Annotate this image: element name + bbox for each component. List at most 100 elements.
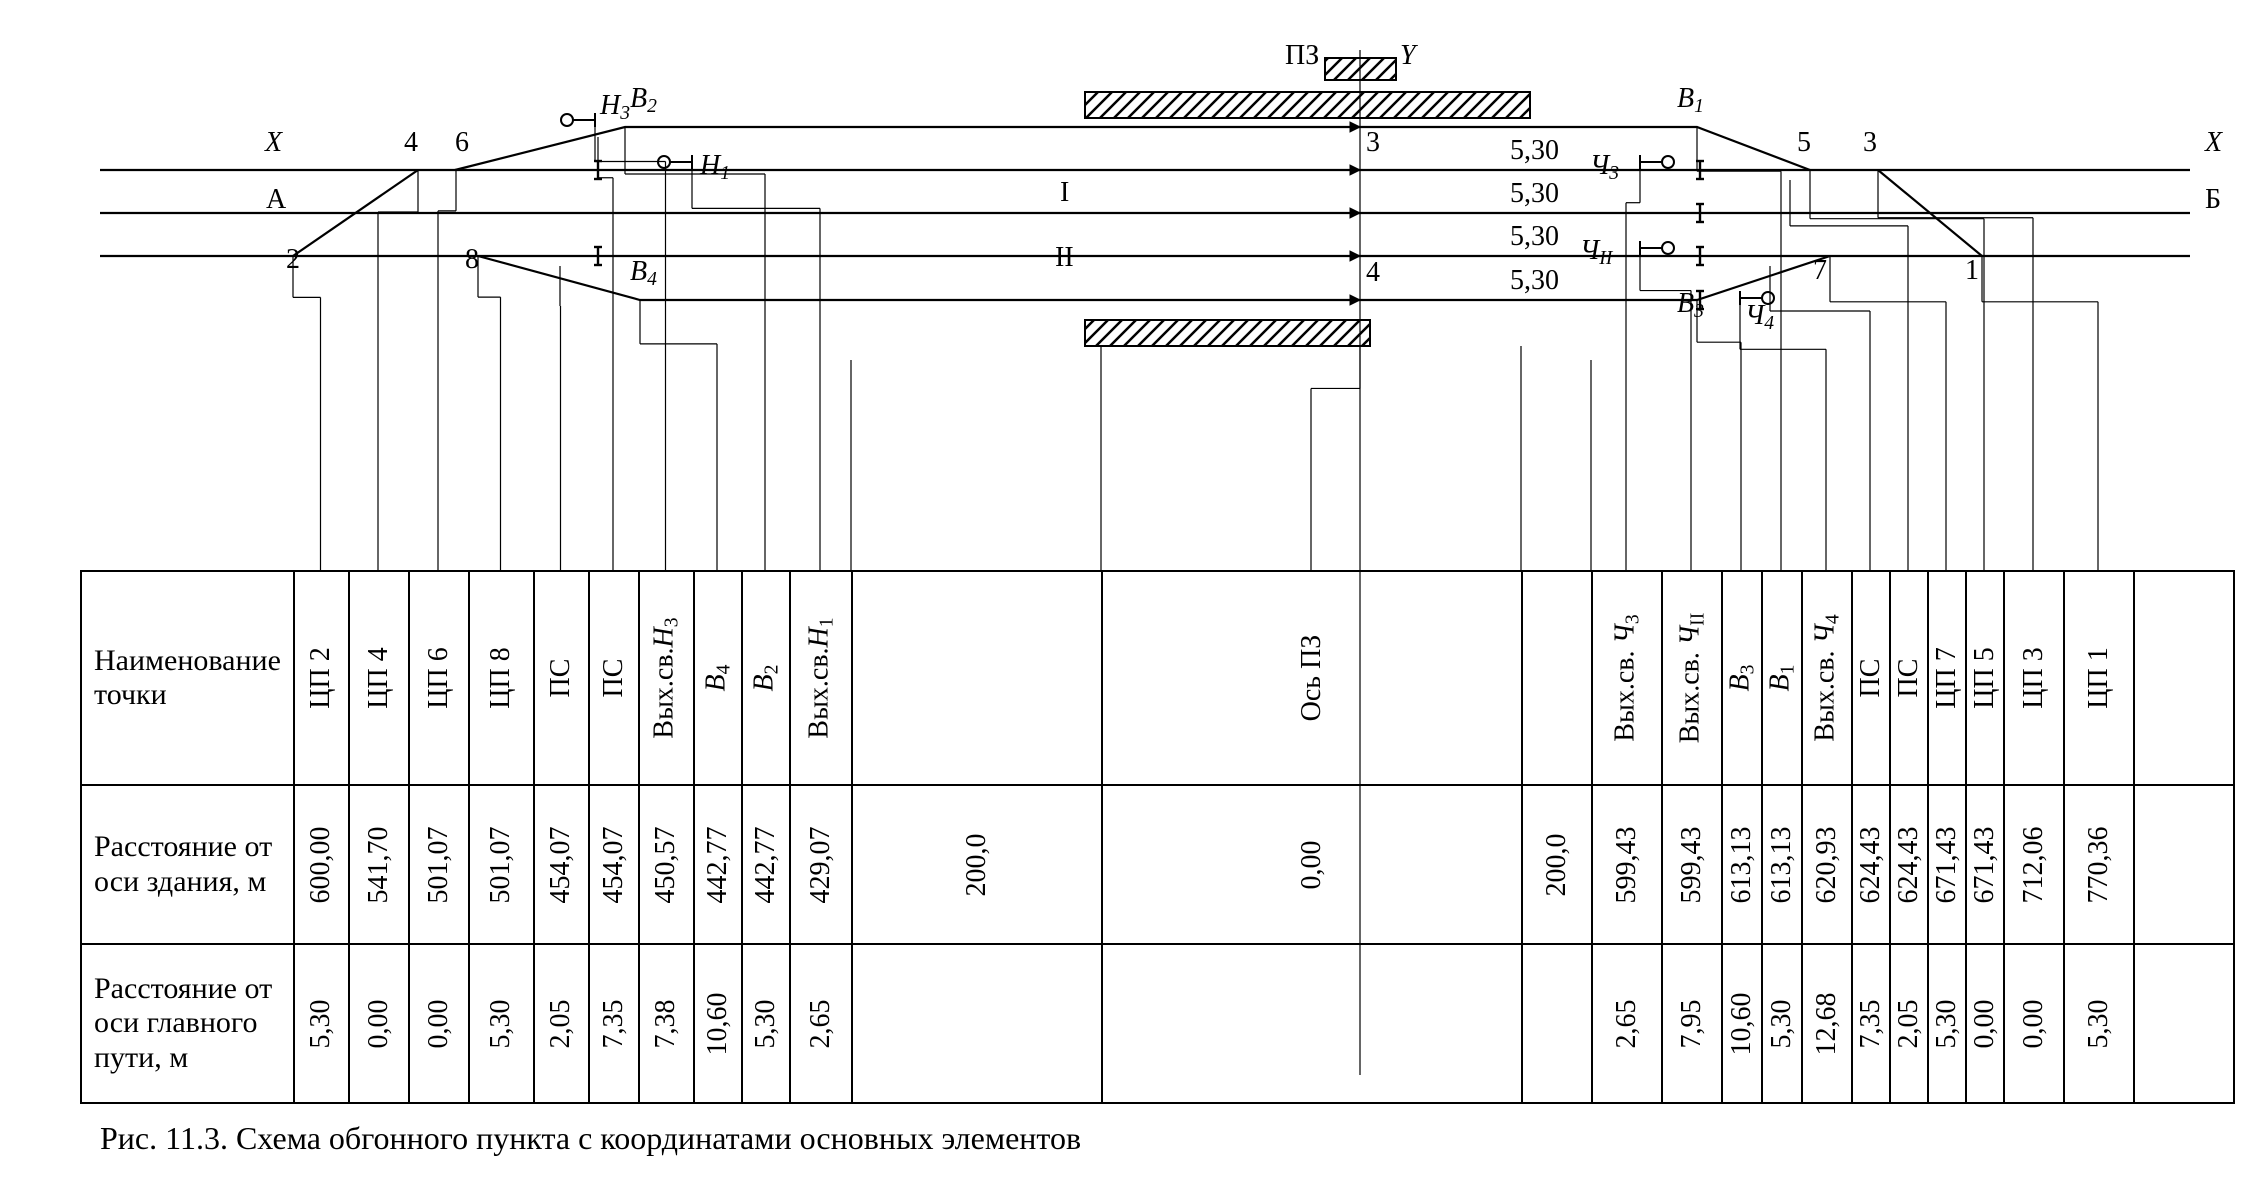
figure-caption: Рис. 11.3. Схема обгонного пункта с коор… — [100, 1120, 1081, 1157]
signal-label-ChII: ЧII — [1580, 235, 1612, 270]
cell-r200-d_t — [1522, 944, 1592, 1103]
switch-num-2-0: 2 — [286, 244, 300, 276]
cell-axis-name: Ось ПЗ — [1102, 571, 1522, 785]
cell-b4-name: B4 — [694, 571, 742, 785]
cell-vch3-d_t: 2,65 — [1592, 944, 1662, 1103]
signal-label-Ch4: Ч4 — [1745, 300, 1774, 335]
cell-cp4-name: ЦП 4 — [349, 571, 409, 785]
cell-b2-d_t: 5,30 — [742, 944, 790, 1103]
switch-num-8-3: 8 — [465, 244, 479, 276]
cell-b4-d_t: 10,60 — [694, 944, 742, 1103]
cell-b3-d_b: 613,13 — [1722, 785, 1762, 944]
row-header: Расстояние от оси здания, м — [81, 785, 294, 944]
spacing-530-1: 5,30 — [1510, 178, 1559, 210]
switch-num-5-6: 5 — [1797, 127, 1811, 159]
axis-label-X-left: X — [265, 127, 282, 159]
cell-b4-d_b: 442,77 — [694, 785, 742, 944]
switch-num-3-4: 3 — [1366, 127, 1380, 159]
cell-b1-d_b: 613,13 — [1762, 785, 1802, 944]
row-header: Расстояние от оси главного пути, м — [81, 944, 294, 1103]
cell-vch3-d_b: 599,43 — [1592, 785, 1662, 944]
track-label-I: I — [1060, 177, 1069, 209]
cell-vh3-d_t: 7,38 — [639, 944, 694, 1103]
cell-cp8-name: ЦП 8 — [469, 571, 534, 785]
cell-cp2-d_t: 5,30 — [294, 944, 349, 1103]
cell-ps3-d_b: 624,43 — [1852, 785, 1890, 944]
cell-ps1-name: ПС — [534, 571, 589, 785]
cell-cp6-d_b: 501,07 — [409, 785, 469, 944]
cell-cp5-name: ЦП 5 — [1966, 571, 2004, 785]
cell-ps2-d_t: 7,35 — [589, 944, 639, 1103]
axis-label-X-right: X — [2205, 127, 2222, 159]
cell-vh1-d_t: 2,65 — [790, 944, 852, 1103]
switch-num-4-5: 4 — [1366, 257, 1380, 289]
cell-vch2-name: Вых.св. ЧII — [1662, 571, 1722, 785]
cell-ps3-name: ПС — [1852, 571, 1890, 785]
spacing-530-3: 5,30 — [1510, 265, 1559, 297]
cell-l200-d_t — [852, 944, 1102, 1103]
track-label-II: II — [1055, 242, 1074, 274]
cell-cp2-name: ЦП 2 — [294, 571, 349, 785]
cell-b1-d_t: 5,30 — [1762, 944, 1802, 1103]
row-header: Наименование точки — [81, 571, 294, 785]
pz-label: ПЗ — [1285, 40, 1319, 72]
cell-vch4-name: Вых.св. Ч4 — [1802, 571, 1852, 785]
switch-num-3-7: 3 — [1863, 127, 1877, 159]
vertex-label-B3: B3 — [1677, 288, 1704, 323]
signal-label-Ch3: Ч3 — [1590, 150, 1619, 185]
switch-num-1-9: 1 — [1965, 255, 1979, 287]
coordinates-table: Наименование точкиЦП 2ЦП 4ЦП 6ЦП 8ПСПСВы… — [80, 570, 2235, 1104]
vertex-label-B2: B2 — [630, 83, 657, 118]
cell-cp6-name: ЦП 6 — [409, 571, 469, 785]
cell-vh1-d_b: 429,07 — [790, 785, 852, 944]
cell-cp8-d_b: 501,07 — [469, 785, 534, 944]
cell-b3-name: B3 — [1722, 571, 1762, 785]
cell-cp5-d_b: 671,43 — [1966, 785, 2004, 944]
cell-vh3-name: Вых.св.H3 — [639, 571, 694, 785]
cell-ps4-name: ПС — [1890, 571, 1928, 785]
cell-vch4-d_t: 12,68 — [1802, 944, 1852, 1103]
cell-ps1-d_b: 454,07 — [534, 785, 589, 944]
cell-vch2-d_b: 599,43 — [1662, 785, 1722, 944]
cell-cp3-d_t: 0,00 — [2004, 944, 2064, 1103]
cell-cp1-d_b: 770,36 — [2064, 785, 2134, 944]
cell-axis-d_t — [1102, 944, 1522, 1103]
switch-num-7-8: 7 — [1813, 255, 1827, 287]
cell-l200-d_b: 200,0 — [852, 785, 1102, 944]
cell-cp3-name: ЦП 3 — [2004, 571, 2064, 785]
cell-ps4-d_b: 624,43 — [1890, 785, 1928, 944]
cell-vch2-d_t: 7,95 — [1662, 944, 1722, 1103]
cell-axis-d_b: 0,00 — [1102, 785, 1522, 944]
cell-cp1-d_t: 5,30 — [2064, 944, 2134, 1103]
cell-cp2-d_b: 600,00 — [294, 785, 349, 944]
cell-vh1-name: Вых.св.H1 — [790, 571, 852, 785]
switch-num-6-2: 6 — [455, 127, 469, 159]
signal-label-H1: H1 — [700, 150, 730, 185]
cell-cp5-d_t: 0,00 — [1966, 944, 2004, 1103]
cell-vh3-d_b: 450,57 — [639, 785, 694, 944]
cell-b2-d_b: 442,77 — [742, 785, 790, 944]
cell-cp4-d_t: 0,00 — [349, 944, 409, 1103]
cell-ps4-d_t: 2,05 — [1890, 944, 1928, 1103]
cell-cp8-d_t: 5,30 — [469, 944, 534, 1103]
cell-cp7-d_b: 671,43 — [1928, 785, 1966, 944]
switch-num-4-1: 4 — [404, 127, 418, 159]
vertex-label-B1: B1 — [1677, 83, 1704, 118]
cell-vch4-d_b: 620,93 — [1802, 785, 1852, 944]
cell-cp7-name: ЦП 7 — [1928, 571, 1966, 785]
cell-cp1-name: ЦП 1 — [2064, 571, 2134, 785]
cell-cp4-d_b: 541,70 — [349, 785, 409, 944]
cell-b3-d_t: 10,60 — [1722, 944, 1762, 1103]
signal-label-H3: H3 — [600, 90, 630, 125]
cell-ps2-name: ПС — [589, 571, 639, 785]
cell-cp3-d_b: 712,06 — [2004, 785, 2064, 944]
cell-r200-name — [1522, 571, 1592, 785]
axis-label-Y: Y — [1400, 40, 1416, 72]
vertex-label-B4: B4 — [630, 256, 657, 291]
cell-cp6-d_t: 0,00 — [409, 944, 469, 1103]
cell-vch3-name: Вых.св. Ч3 — [1592, 571, 1662, 785]
station-label-B: Б — [2205, 184, 2221, 216]
figure-root: XАXБПЗYIII5,305,305,305,302468345371H3H1… — [0, 0, 2261, 1185]
cell-r200-d_b: 200,0 — [1522, 785, 1592, 944]
cell-b2-name: B2 — [742, 571, 790, 785]
